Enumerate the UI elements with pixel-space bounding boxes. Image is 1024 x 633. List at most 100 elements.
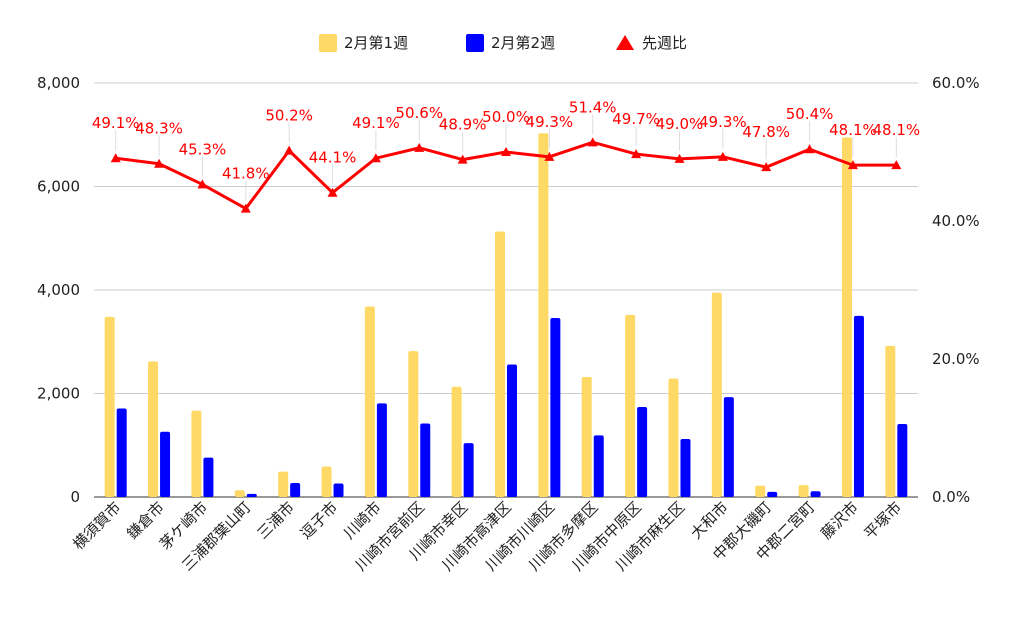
- bar-week1: [191, 410, 202, 497]
- category-label: 藤沢市: [817, 498, 862, 543]
- bar-week1: [104, 316, 115, 497]
- ratio-data-label: 50.2%: [265, 107, 313, 125]
- right-axis-tick-label: 60.0%: [932, 74, 980, 92]
- legend-swatch-week2: [466, 34, 484, 52]
- left-axis-tick-label: 4,000: [37, 281, 80, 299]
- ratio-labels: 49.1%48.3%45.3%41.8%50.2%44.1%49.1%50.6%…: [92, 98, 920, 201]
- category-label: 三浦市: [253, 498, 298, 543]
- ratio-point: [804, 144, 815, 154]
- bar-week2: [333, 483, 344, 497]
- bar-week1: [581, 376, 592, 497]
- ratio-point: [240, 203, 251, 213]
- legend-marker-ratio: [616, 35, 634, 50]
- bar-week2: [723, 397, 734, 497]
- gridlines: [94, 82, 918, 498]
- legend-label-ratio: 先週比: [642, 34, 687, 52]
- bar-week1: [755, 485, 766, 497]
- ratio-point: [631, 149, 642, 159]
- ratio-data-label: 45.3%: [179, 140, 227, 158]
- ratio-point: [761, 162, 772, 172]
- ratio-point: [327, 187, 338, 197]
- ratio-data-label: 50.0%: [482, 108, 530, 126]
- ratio-line: [110, 137, 902, 213]
- ratio-point: [284, 145, 295, 155]
- ratio-data-label: 47.8%: [742, 123, 790, 141]
- ratio-point: [110, 153, 121, 163]
- bar-week2: [897, 424, 908, 497]
- ratio-data-label: 48.1%: [829, 121, 877, 139]
- legend-label-week2: 2月第2週: [491, 34, 555, 52]
- ratio-point: [457, 154, 468, 164]
- ratio-point: [544, 151, 555, 161]
- bar-week2: [463, 443, 474, 497]
- ratio-data-label: 49.1%: [92, 114, 140, 132]
- ratio-point: [587, 137, 598, 147]
- ratio-point: [197, 179, 208, 189]
- bar-week2: [680, 439, 691, 497]
- right-axis-tick-label: 20.0%: [932, 350, 980, 368]
- bar-week2: [767, 491, 778, 497]
- ratio-data-label: 51.4%: [569, 98, 617, 116]
- ratio-point: [674, 153, 685, 163]
- bar-week1: [625, 314, 636, 497]
- ratio-data-label: 48.1%: [872, 121, 920, 139]
- left-axis-tick-label: 0: [70, 488, 80, 506]
- ratio-data-label: 41.8%: [222, 165, 270, 183]
- ratio-point: [891, 160, 902, 170]
- bar-week2: [810, 491, 821, 497]
- bar-week1: [364, 306, 375, 497]
- ratio-data-label: 49.3%: [526, 113, 574, 131]
- ratio-data-label: 50.6%: [395, 104, 443, 122]
- ratio-point: [154, 158, 165, 168]
- category-label: 逗子市: [297, 498, 342, 543]
- bar-week1: [451, 386, 462, 497]
- bar-week1: [885, 345, 896, 497]
- bar-week2: [507, 364, 517, 497]
- bar-week2: [853, 315, 864, 497]
- ratio-point: [414, 142, 425, 152]
- ratio-point: [370, 153, 381, 163]
- bar-week2: [376, 403, 387, 497]
- bar-week1: [841, 137, 852, 497]
- bar-week2: [290, 483, 301, 497]
- ratio-data-label: 49.1%: [352, 114, 400, 132]
- bar-week1: [234, 490, 245, 497]
- bar-week2: [593, 435, 604, 497]
- legend: 2月第1週 2月第2週 先週比: [319, 34, 687, 52]
- legend-label-week1: 2月第1週: [344, 34, 408, 52]
- ratio-data-label: 48.3%: [135, 120, 183, 138]
- ratio-data-label: 49.3%: [699, 113, 747, 131]
- category-label: 平塚市: [861, 498, 906, 543]
- ratio-data-label: 49.0%: [656, 115, 704, 133]
- bar-week2: [637, 406, 648, 497]
- bar-week1: [278, 471, 289, 497]
- bar-week2: [420, 423, 431, 497]
- bar-week2: [203, 457, 214, 497]
- bar-week1: [798, 485, 809, 497]
- bar-week1: [495, 231, 505, 497]
- left-axis-tick-label: 8,000: [37, 74, 80, 92]
- ratio-point: [501, 147, 511, 156]
- bar-week1: [711, 292, 722, 497]
- bar-week2: [550, 317, 561, 497]
- bar-week1: [321, 466, 332, 497]
- left-axis-tick-label: 2,000: [37, 385, 80, 403]
- bar-week2: [116, 408, 127, 497]
- left-axis-tick-label: 6,000: [37, 178, 80, 196]
- bars: [104, 133, 908, 497]
- category-label: 横須賀市: [69, 498, 124, 553]
- bar-week1: [148, 361, 159, 497]
- bar-week1: [668, 378, 679, 497]
- right-axis-tick-label: 0.0%: [932, 488, 970, 506]
- ratio-data-label: 50.4%: [786, 105, 834, 123]
- ratio-data-label: 44.1%: [309, 149, 357, 167]
- bar-week1: [408, 351, 419, 497]
- bar-week2: [160, 431, 171, 497]
- ratio-data-label: 48.9%: [439, 116, 487, 134]
- ratio-point: [717, 151, 728, 161]
- ratio-point: [847, 160, 858, 170]
- bar-week1: [538, 133, 549, 497]
- bar-week2: [246, 493, 257, 497]
- right-axis-tick-label: 40.0%: [932, 212, 980, 230]
- legend-swatch-week1: [319, 34, 337, 52]
